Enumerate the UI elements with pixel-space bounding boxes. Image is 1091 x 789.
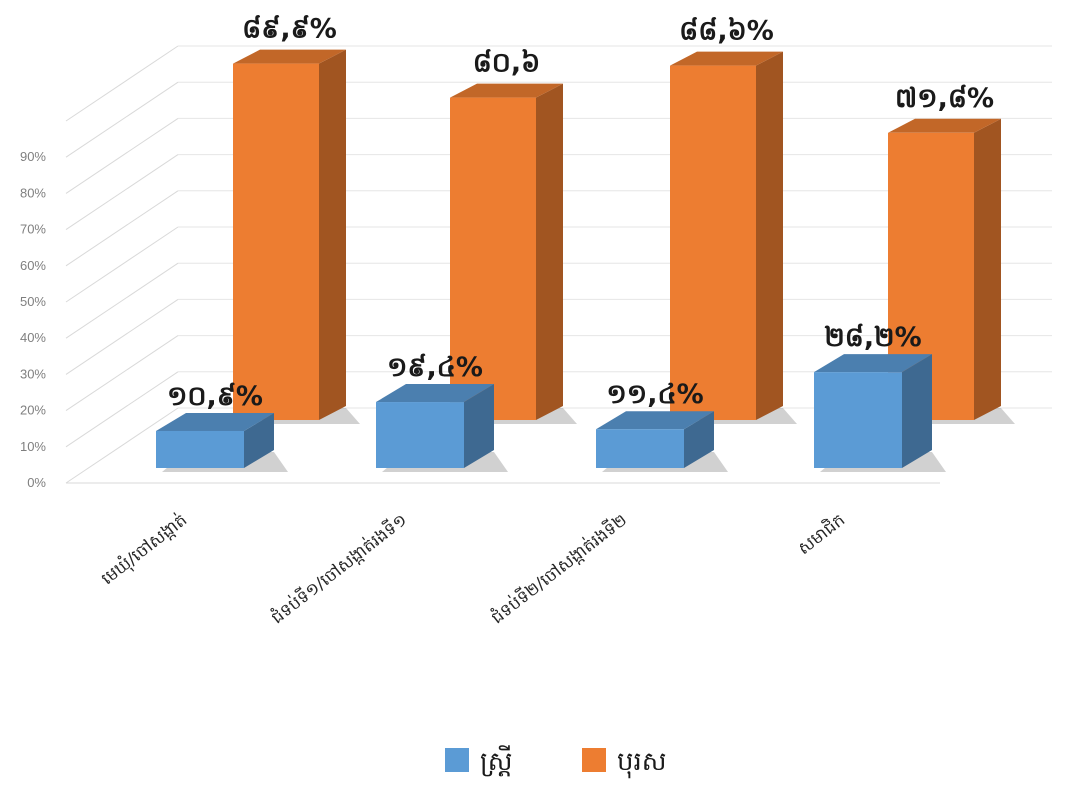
- data-label: ១៩,៤%: [387, 352, 483, 383]
- bar-front-face: [156, 430, 244, 468]
- y-tick-label: 0%: [27, 475, 46, 490]
- gridline-side: [65, 335, 179, 412]
- bar-ស្ត្រី: [156, 412, 288, 472]
- bar-side-face: [244, 412, 274, 468]
- x-axis-labels: មេឃុំ/ចៅសង្កាត់ ជំទប់ទី១/ចៅសង្កាត់រងទី១ ជំ…: [96, 509, 849, 629]
- legend-label: បុរស: [617, 747, 667, 779]
- y-tick-label: 30%: [20, 366, 46, 381]
- legend-label: ស្ត្រី: [480, 745, 513, 777]
- legend-swatch: [445, 748, 469, 772]
- data-label: ៨៨,៦%: [679, 16, 774, 47]
- y-tick-label: 40%: [20, 330, 46, 345]
- y-tick-label: 70%: [20, 222, 46, 237]
- bar-side-face: [974, 118, 1001, 421]
- bar-side-face: [756, 51, 783, 420]
- bar-ស្ត្រី: [596, 411, 728, 472]
- data-label: ១០,៩%: [167, 381, 263, 412]
- data-label: ៨០,៦: [473, 48, 541, 79]
- gridline-side: [65, 117, 179, 194]
- gridline-side: [65, 371, 179, 448]
- bar-side-face: [902, 354, 932, 468]
- gridline-side: [65, 81, 179, 158]
- x-category-label: សមាជិក: [793, 509, 849, 560]
- bar-front-face: [670, 65, 756, 420]
- y-tick-label: 10%: [20, 439, 46, 454]
- gridline-side: [65, 154, 179, 231]
- bar-ស្ត្រី: [376, 384, 508, 472]
- data-label: ៨៩,៩%: [242, 14, 337, 45]
- bar-ស្ត្រី: [814, 354, 946, 472]
- bar-បុរស: [233, 49, 360, 424]
- bar-បុរស: [450, 83, 577, 424]
- bar-front-face: [814, 372, 902, 468]
- y-axis-ticks: 0% 10% 20% 30% 40% 50% 60% 70% 80% 90%: [20, 149, 46, 490]
- bar-top-face: [888, 118, 1001, 133]
- bar-side-face: [536, 83, 563, 420]
- bar-top-face: [376, 384, 494, 403]
- bar-top-face: [450, 83, 563, 98]
- data-label: ១១,៤%: [606, 379, 703, 410]
- data-label: ២៨,២%: [824, 322, 921, 353]
- legend: ស្ត្រី បុរស: [445, 745, 667, 779]
- series-front-bars: ១០,៩% ១៩,៤% ១១,៤% ២៨,២%: [156, 322, 946, 472]
- gridline-side: [65, 298, 179, 375]
- x-category-label: ជំទប់ទី២/ចៅសង្កាត់រងទី២: [486, 509, 631, 629]
- gridline-side: [65, 190, 179, 267]
- bar-top-face: [670, 51, 783, 66]
- bar-top-face: [156, 412, 274, 431]
- gridline-side: [65, 226, 179, 303]
- bar-បុរស: [670, 51, 797, 424]
- y-tick-label: 20%: [20, 403, 46, 418]
- bar-top-face: [596, 411, 714, 430]
- y-tick-label: 80%: [20, 185, 46, 200]
- x-category-label: មេឃុំ/ចៅសង្កាត់: [96, 509, 191, 590]
- x-category-label: ជំទប់ទី១/ចៅសង្កាត់រងទី១: [266, 509, 411, 629]
- gridline-side: [65, 407, 179, 484]
- bar-top-face: [814, 354, 932, 373]
- bar-front-face: [596, 429, 684, 468]
- y-tick-label: 90%: [20, 149, 46, 164]
- bar-front-face: [233, 63, 319, 420]
- gridline-side: [65, 262, 179, 339]
- gridline-side: [65, 45, 179, 122]
- bar-front-face: [450, 97, 536, 420]
- y-tick-label: 60%: [20, 258, 46, 273]
- series-back-bars: ៨៩,៩% ៨០,៦ ៨៨,៦% ៧១,៨%: [233, 14, 1015, 424]
- bar-side-face: [464, 384, 494, 468]
- bar-top-face: [233, 49, 346, 64]
- bar-side-face: [684, 411, 714, 468]
- data-label: ៧១,៨%: [895, 83, 994, 114]
- bar-side-face: [319, 49, 346, 420]
- bar-front-face: [376, 402, 464, 468]
- legend-swatch: [582, 748, 606, 772]
- y-tick-label: 50%: [20, 294, 46, 309]
